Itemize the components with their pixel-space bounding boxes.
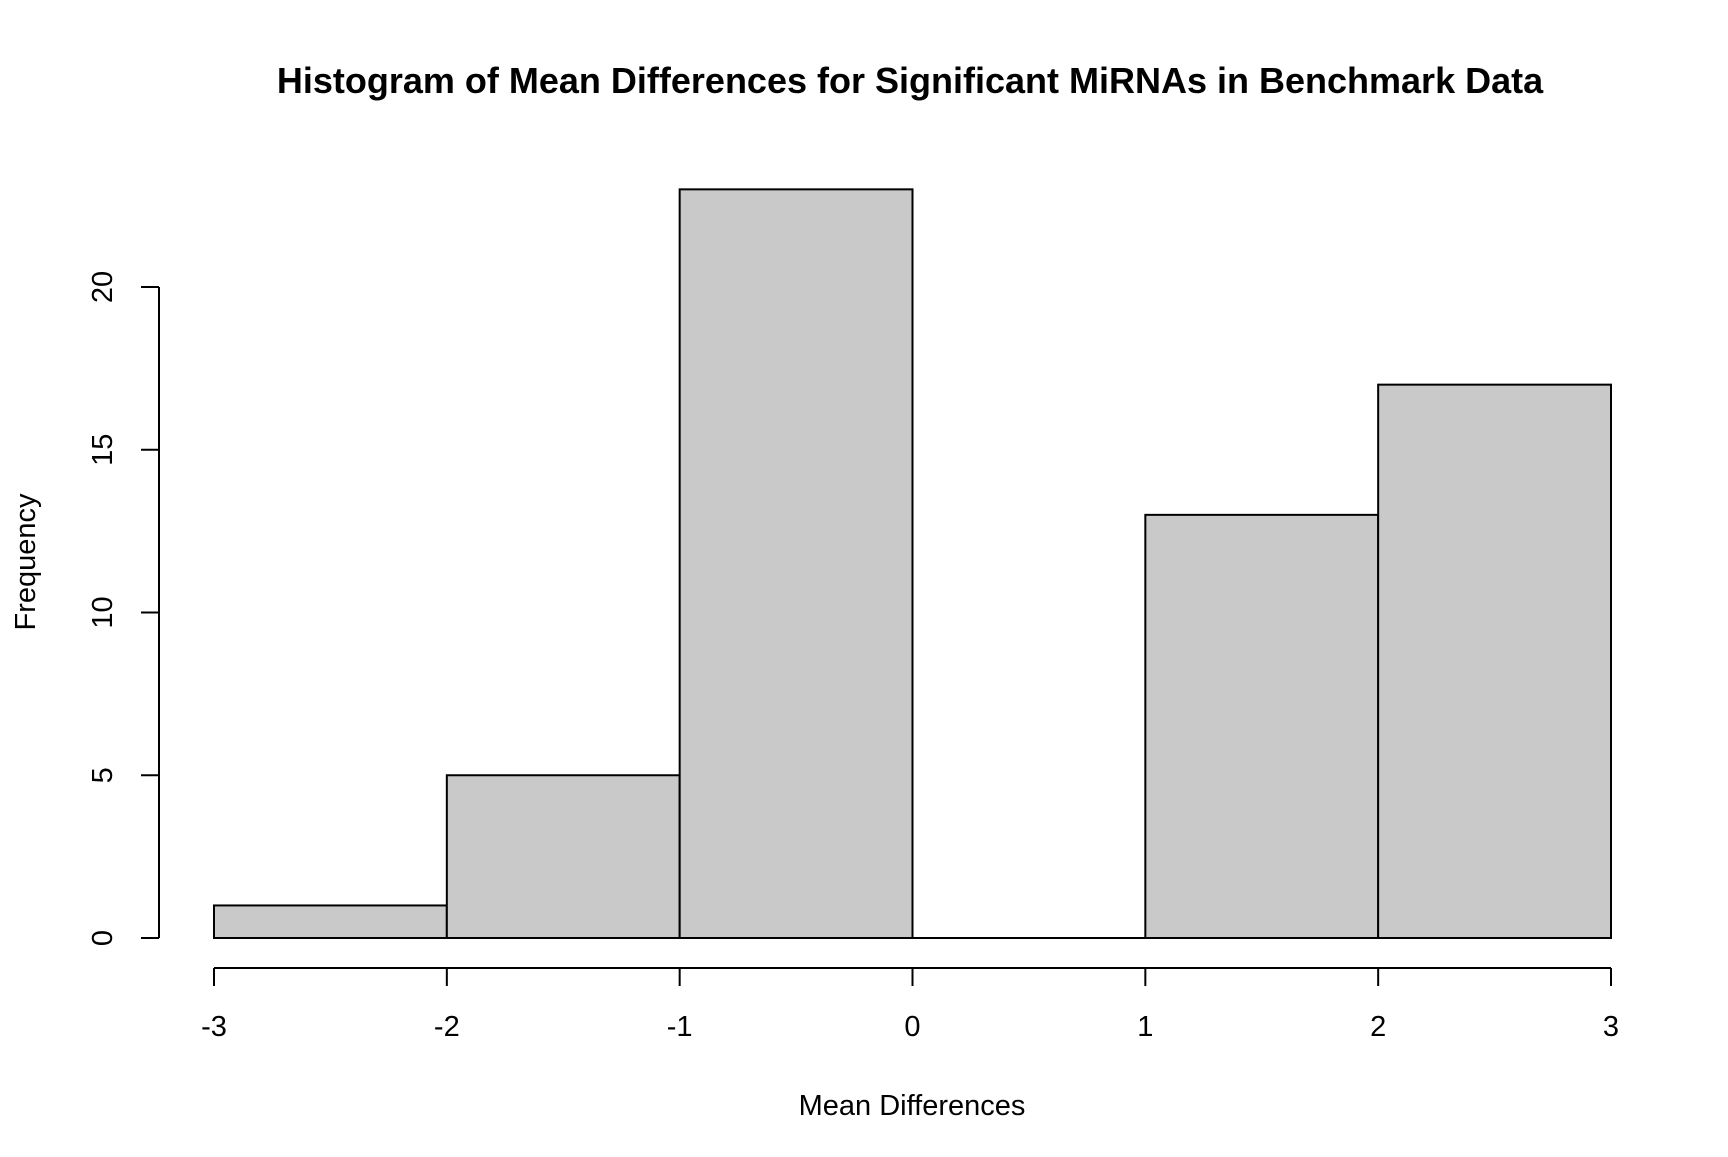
y-axis: 0 5 10 15 20 bbox=[87, 271, 160, 946]
chart-title: Histogram of Mean Differences for Signif… bbox=[277, 60, 1544, 101]
x-tick-label: -1 bbox=[667, 1011, 693, 1043]
x-tick-label: 0 bbox=[904, 1011, 920, 1043]
histogram-bars bbox=[213, 188, 1612, 940]
histogram-bar bbox=[1144, 513, 1380, 939]
x-axis: -3 -2 -1 0 1 2 3 bbox=[201, 967, 1619, 1043]
histogram-bar bbox=[678, 188, 914, 940]
y-tick-label: 0 bbox=[87, 930, 119, 946]
x-tick-label: -2 bbox=[434, 1011, 460, 1043]
y-tick-label: 20 bbox=[87, 271, 119, 303]
histogram-bar bbox=[213, 904, 448, 940]
x-tick-label: -3 bbox=[201, 1011, 227, 1043]
x-tick-label: 3 bbox=[1603, 1011, 1619, 1043]
histogram-bar bbox=[1377, 383, 1612, 939]
y-axis-label: Frequency bbox=[10, 493, 42, 631]
y-tick-label: 10 bbox=[87, 596, 119, 628]
x-tick-label: 1 bbox=[1137, 1011, 1153, 1043]
histogram-bar bbox=[445, 774, 681, 939]
x-axis-label: Mean Differences bbox=[799, 1090, 1026, 1122]
y-tick-label: 5 bbox=[87, 767, 119, 783]
y-tick-label: 15 bbox=[87, 434, 119, 466]
x-tick-label: 2 bbox=[1370, 1011, 1386, 1043]
